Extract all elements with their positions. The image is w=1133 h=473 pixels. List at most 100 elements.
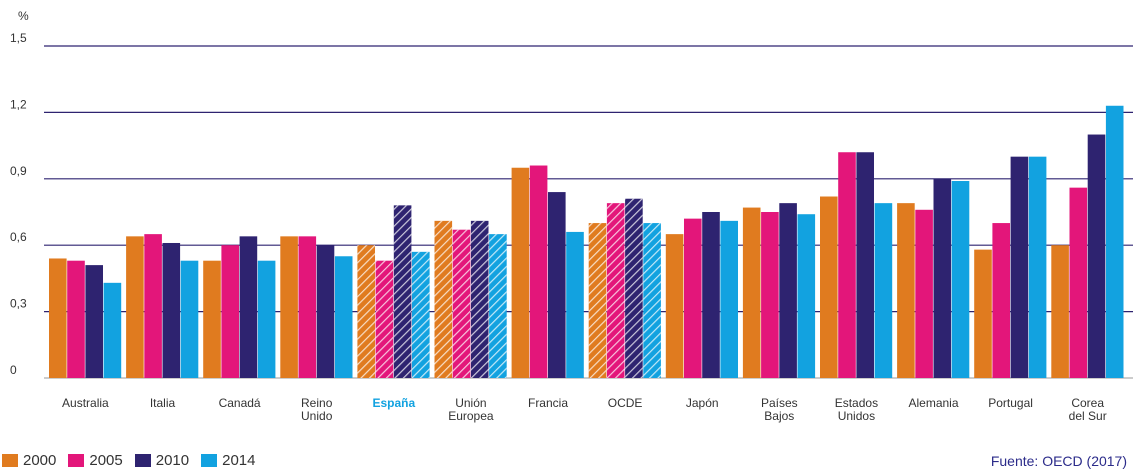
y-tick-label: 0,6 — [10, 230, 27, 244]
bar — [511, 167, 530, 378]
bar — [221, 245, 239, 378]
bar — [761, 212, 779, 378]
x-tick-label-line: Corea — [1071, 396, 1104, 410]
bar-hatch — [489, 234, 507, 378]
bar-hatch — [357, 245, 375, 378]
bar — [529, 165, 548, 378]
bar — [162, 242, 181, 378]
bar — [874, 203, 893, 378]
bar — [684, 218, 702, 378]
legend-label: 2014 — [222, 452, 256, 469]
bar-hatch — [375, 260, 394, 378]
bar — [1069, 187, 1088, 378]
bar — [566, 231, 584, 378]
x-tick-label: Países Bajos — [761, 396, 798, 423]
bar-hatch — [452, 229, 471, 378]
legend-label: 2005 — [89, 452, 123, 469]
bar — [1105, 105, 1124, 378]
bar — [203, 260, 221, 378]
legend: 2000 2005 2010 2014 — [2, 452, 256, 469]
bar — [334, 256, 353, 378]
bar — [103, 282, 122, 378]
bar — [838, 152, 856, 378]
x-tick-label: Japón — [686, 396, 719, 410]
bar — [67, 260, 85, 378]
x-tick-label: Francia — [528, 396, 568, 410]
bar — [257, 260, 276, 378]
bar-chart: % 0 0,3 0,6 0,9 1,2 1,5 Australia Italia Canadá… — [10, 9, 1133, 423]
bar — [1087, 134, 1106, 378]
bar-hatch — [434, 220, 453, 378]
bar-hatch — [643, 223, 661, 378]
x-tick-label-line: Alemania — [908, 396, 958, 410]
x-tick-label: Italia — [150, 396, 176, 410]
bar — [665, 234, 684, 378]
bar — [144, 234, 162, 378]
x-tick-label-line: Reino — [301, 396, 333, 410]
x-tick-labels: Australia Italia Canadá Reino Unido España Uni… — [62, 396, 1107, 423]
x-tick-label: Canadá — [219, 396, 261, 410]
bar — [85, 265, 103, 378]
x-tick-label-line: Unión — [455, 396, 486, 410]
bar — [951, 181, 970, 378]
x-tick-label: Corea del Sur — [1069, 396, 1107, 423]
x-tick-label-line: España — [372, 396, 415, 410]
bar — [548, 192, 566, 378]
legend-swatch — [68, 454, 85, 467]
legend-swatch — [134, 454, 151, 467]
x-tick-label-line: Bajos — [764, 409, 794, 423]
legend-item-2000: 2000 — [2, 452, 56, 469]
bar — [298, 236, 317, 378]
legend-swatch — [2, 454, 18, 467]
bars — [49, 105, 1124, 378]
bar-hatch — [412, 251, 430, 378]
y-axis-label: % — [18, 9, 29, 23]
bar — [720, 220, 738, 378]
y-tick-label: 1,2 — [10, 97, 27, 111]
bar-hatch — [470, 220, 489, 378]
legend-item-2010: 2010 — [134, 452, 190, 469]
bar-hatch — [393, 205, 412, 378]
bar — [992, 223, 1010, 378]
x-tick-label-line: Países — [761, 396, 798, 410]
x-tick-label-line: Portugal — [988, 396, 1033, 410]
x-tick-label: Unión Europea — [448, 396, 494, 423]
legend-label: 2010 — [155, 452, 190, 469]
x-tick-label-line: Canadá — [219, 396, 261, 410]
bar — [1028, 156, 1047, 378]
x-tick-label-line: del Sur — [1069, 409, 1107, 423]
legend-item-2014: 2014 — [201, 452, 256, 469]
bar — [180, 260, 199, 378]
bar — [897, 203, 915, 378]
bar — [1051, 245, 1069, 378]
x-tick-label-line: Japón — [686, 396, 719, 410]
legend-label: 2000 — [23, 452, 57, 469]
y-tick-label: 1,5 — [10, 31, 27, 45]
x-tick-label: Australia — [62, 396, 109, 410]
bar — [915, 209, 933, 378]
y-tick-labels: 0 0,3 0,6 0,9 1,2 1,5 — [10, 31, 27, 377]
bar — [797, 214, 816, 378]
legend-item-2005: 2005 — [68, 452, 123, 469]
x-tick-label-line: Unido — [301, 409, 333, 423]
bar — [126, 236, 144, 378]
bar — [974, 249, 992, 378]
x-tick-label-line: Europea — [448, 409, 494, 423]
bar — [280, 236, 298, 378]
legend-swatch — [201, 454, 218, 467]
x-tick-label: Reino Unido — [301, 396, 333, 423]
bar — [820, 196, 838, 378]
y-tick-label: 0,9 — [10, 164, 27, 178]
bar — [1010, 156, 1029, 378]
x-tick-label: Estados Unidos — [835, 396, 878, 423]
bar — [856, 152, 874, 378]
x-tick-label: Portugal — [988, 396, 1033, 410]
bar-hatch — [606, 203, 625, 378]
bar — [742, 207, 761, 378]
bar-hatch — [588, 223, 607, 378]
bar — [239, 236, 258, 378]
x-tick-label-line: Australia — [62, 396, 109, 410]
x-tick-label-line: Italia — [150, 396, 176, 410]
bar — [779, 203, 797, 378]
y-tick-label: 0,3 — [10, 297, 27, 311]
